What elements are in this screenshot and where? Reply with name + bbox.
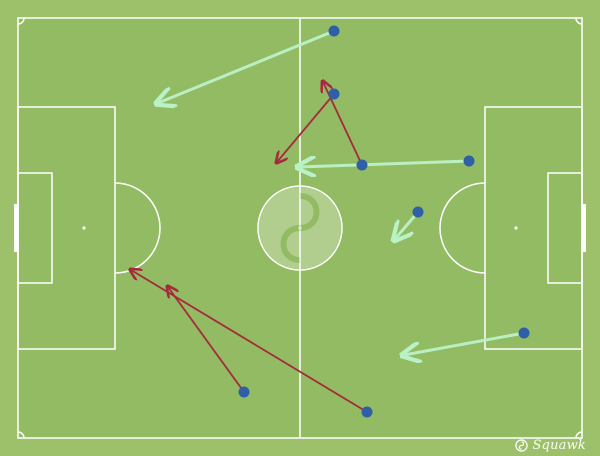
corner-arc-top-right <box>575 17 583 25</box>
pass-origin-dot-p5 <box>412 206 424 218</box>
right-penalty-arc <box>439 182 486 274</box>
unsuccessful-pass-arrow-p2 <box>277 93 335 162</box>
pass-origin-dot-p1 <box>328 25 340 37</box>
pass-origin-dot-p6 <box>518 327 530 339</box>
left-penalty-spot <box>82 226 86 230</box>
right-penalty-spot <box>514 226 518 230</box>
successful-pass-arrow-p5 <box>395 211 420 239</box>
left-goal <box>14 204 18 252</box>
pass-origin-dot-p2 <box>328 88 340 100</box>
pass-origin-dot-p3 <box>356 159 368 171</box>
pass-origin-dot-p4 <box>463 155 475 167</box>
unsuccessful-pass-arrow-p8 <box>131 270 368 413</box>
successful-pass-arrow-p4 <box>299 161 470 167</box>
player-dot-layer <box>238 25 530 418</box>
successful-pass-arrow-p1 <box>158 29 335 103</box>
brand-name: Squawk <box>532 438 586 453</box>
right-goal <box>582 204 586 252</box>
successful-pass-arrow-p6 <box>404 331 525 355</box>
pass-layer <box>131 29 525 413</box>
centre-circle <box>257 185 343 271</box>
centre-spot <box>298 226 302 230</box>
squawka-watermark-icon <box>259 187 341 269</box>
pass-origin-dot-p7 <box>238 386 250 398</box>
corner-arc-top-left <box>17 17 25 25</box>
corner-arc-bottom-right <box>575 431 583 439</box>
pass-origin-dot-p8 <box>361 406 373 418</box>
unsuccessful-pass-arrow-p7 <box>168 287 245 393</box>
brand-watermark: Squawk <box>515 438 586 453</box>
squawka-logo-icon <box>515 439 529 452</box>
corner-arc-bottom-left <box>17 431 25 439</box>
